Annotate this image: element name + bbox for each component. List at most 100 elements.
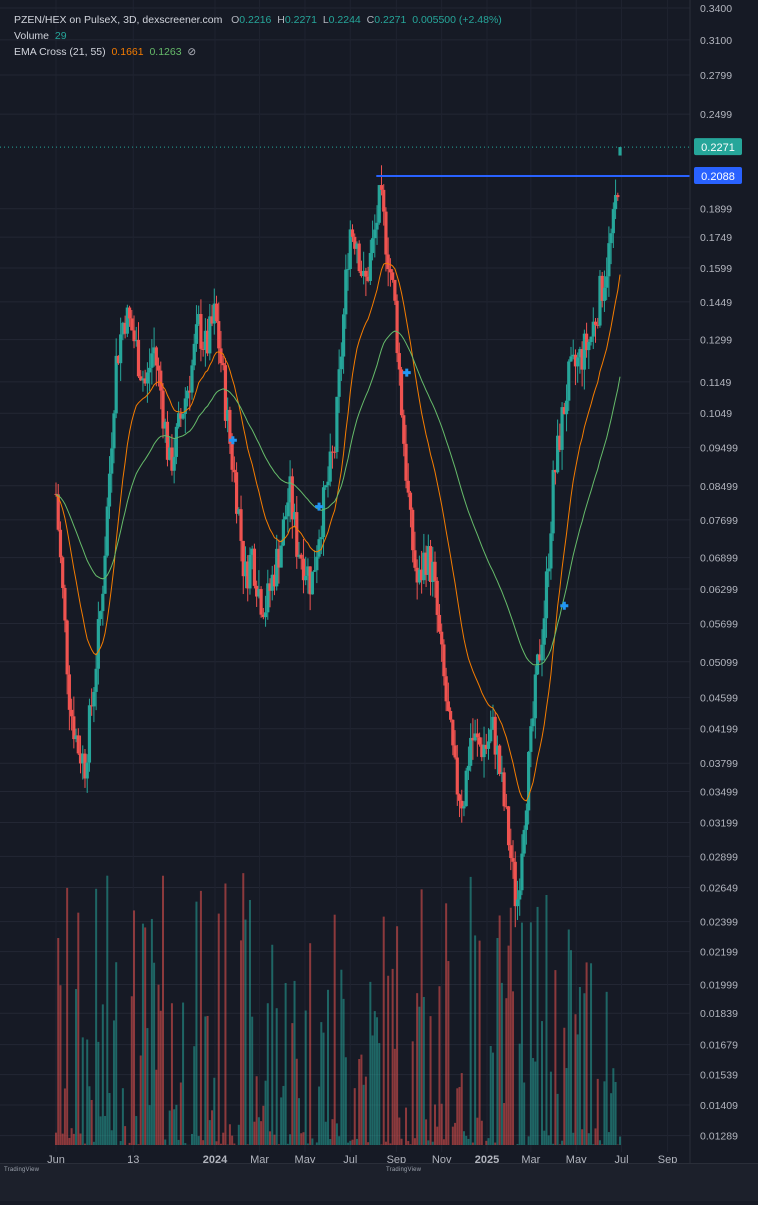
volume-bar <box>320 1022 322 1145</box>
candle-body <box>469 738 472 766</box>
volume-bar <box>369 982 371 1145</box>
volume-bar <box>345 1057 347 1145</box>
y-tick-label: 0.2499 <box>700 109 732 121</box>
candle-body <box>523 830 526 854</box>
candle-body <box>358 244 361 271</box>
candle-body <box>338 369 341 397</box>
volume-bar <box>574 1014 576 1145</box>
legend-row-ema[interactable]: EMA Cross (21, 55) 0.1661 0.1263 ⊘ <box>14 44 502 60</box>
volume-bar <box>394 1049 396 1145</box>
candle-body <box>300 555 303 559</box>
volume-bar <box>120 1141 122 1145</box>
legend-row-volume[interactable]: Volume 29 <box>14 28 502 44</box>
candle-body <box>547 569 550 572</box>
volume-bar <box>88 1086 90 1145</box>
candle-body <box>458 794 461 800</box>
candle-body <box>503 772 506 806</box>
volume-bar <box>75 989 77 1145</box>
candle-body <box>235 472 238 514</box>
candle-body <box>552 470 555 533</box>
candle-body <box>130 318 133 330</box>
candle-body <box>304 576 307 580</box>
volume-bar <box>427 1140 429 1145</box>
volume-bar <box>590 963 592 1145</box>
candle-body <box>375 223 378 230</box>
volume-bar <box>349 1141 351 1145</box>
candle-body <box>391 272 394 280</box>
volume-bar <box>271 945 273 1145</box>
candle-body <box>603 288 606 301</box>
volume-bar <box>273 1135 275 1145</box>
volume-bar <box>481 1121 483 1145</box>
candle-body <box>614 195 617 209</box>
volume-bar <box>55 1133 57 1145</box>
volume-bar <box>287 1144 289 1145</box>
legend-close-value: 0.2271 <box>374 14 406 26</box>
y-tick-label: 0.01539 <box>700 1070 738 1082</box>
candle-body <box>86 763 89 779</box>
candle-body <box>438 615 441 632</box>
candle-body <box>453 745 456 757</box>
candle-body <box>284 516 287 519</box>
candle-body <box>380 185 383 190</box>
volume-bar <box>133 910 135 1145</box>
volume-bar <box>601 1144 603 1145</box>
hide-indicator-icon[interactable]: ⊘ <box>187 46 196 58</box>
candle-body <box>409 493 412 510</box>
volume-bar <box>461 1073 463 1145</box>
y-tick-label: 0.06899 <box>700 553 738 565</box>
volume-bar <box>557 1094 559 1145</box>
volume-bar <box>207 1016 209 1145</box>
volume-bar <box>352 1140 354 1145</box>
candle-body <box>346 269 349 270</box>
volume-bar <box>577 1034 579 1145</box>
volume-bar <box>280 1097 282 1145</box>
legend-ema-fast-value: 0.1661 <box>111 46 143 58</box>
volume-bar <box>238 1125 240 1145</box>
volume-bar <box>566 1068 568 1145</box>
candle-body <box>516 899 519 906</box>
candle-body <box>527 752 530 811</box>
volume-bar <box>258 1117 260 1145</box>
candle-body <box>103 556 106 594</box>
candle-body <box>393 280 396 301</box>
candle-body <box>498 746 501 774</box>
candle-body <box>264 612 267 617</box>
candle-body <box>106 507 109 556</box>
candle-body <box>587 342 590 350</box>
y-tick-label: 0.02649 <box>700 882 738 894</box>
volume-bar <box>80 1134 82 1145</box>
volume-bar <box>305 1011 307 1145</box>
candle-body <box>407 481 410 493</box>
candle-body <box>231 444 234 470</box>
volume-bar <box>231 1136 233 1145</box>
volume-bar <box>548 1135 550 1145</box>
volume-bar <box>146 1028 148 1145</box>
volume-bar <box>298 1098 300 1145</box>
candle-body <box>119 334 122 363</box>
volume-bar <box>508 946 510 1145</box>
tradingview-badge-left: TradingView <box>4 1167 39 1173</box>
y-tick-label: 0.1449 <box>700 297 732 309</box>
volume-bar <box>291 1023 293 1145</box>
volume-bar <box>521 923 523 1145</box>
volume-bar <box>102 1004 104 1145</box>
candle-body <box>315 557 318 571</box>
legend-change: 0.005500 (+2.48%) <box>412 14 502 26</box>
volume-bar <box>244 920 246 1145</box>
volume-bar <box>619 1137 621 1145</box>
candle-body <box>514 862 517 906</box>
y-tick-label: 0.03799 <box>700 758 738 770</box>
volume-bar <box>559 1144 561 1145</box>
volume-bar <box>151 919 153 1145</box>
candle-body <box>404 444 407 481</box>
volume-bar <box>519 1044 521 1145</box>
volume-bar <box>178 1140 180 1145</box>
volume-bar <box>583 993 585 1145</box>
candle-body <box>507 806 510 845</box>
volume-bar <box>213 1078 215 1145</box>
volume-bar <box>550 1072 552 1145</box>
candle-body <box>567 361 570 400</box>
